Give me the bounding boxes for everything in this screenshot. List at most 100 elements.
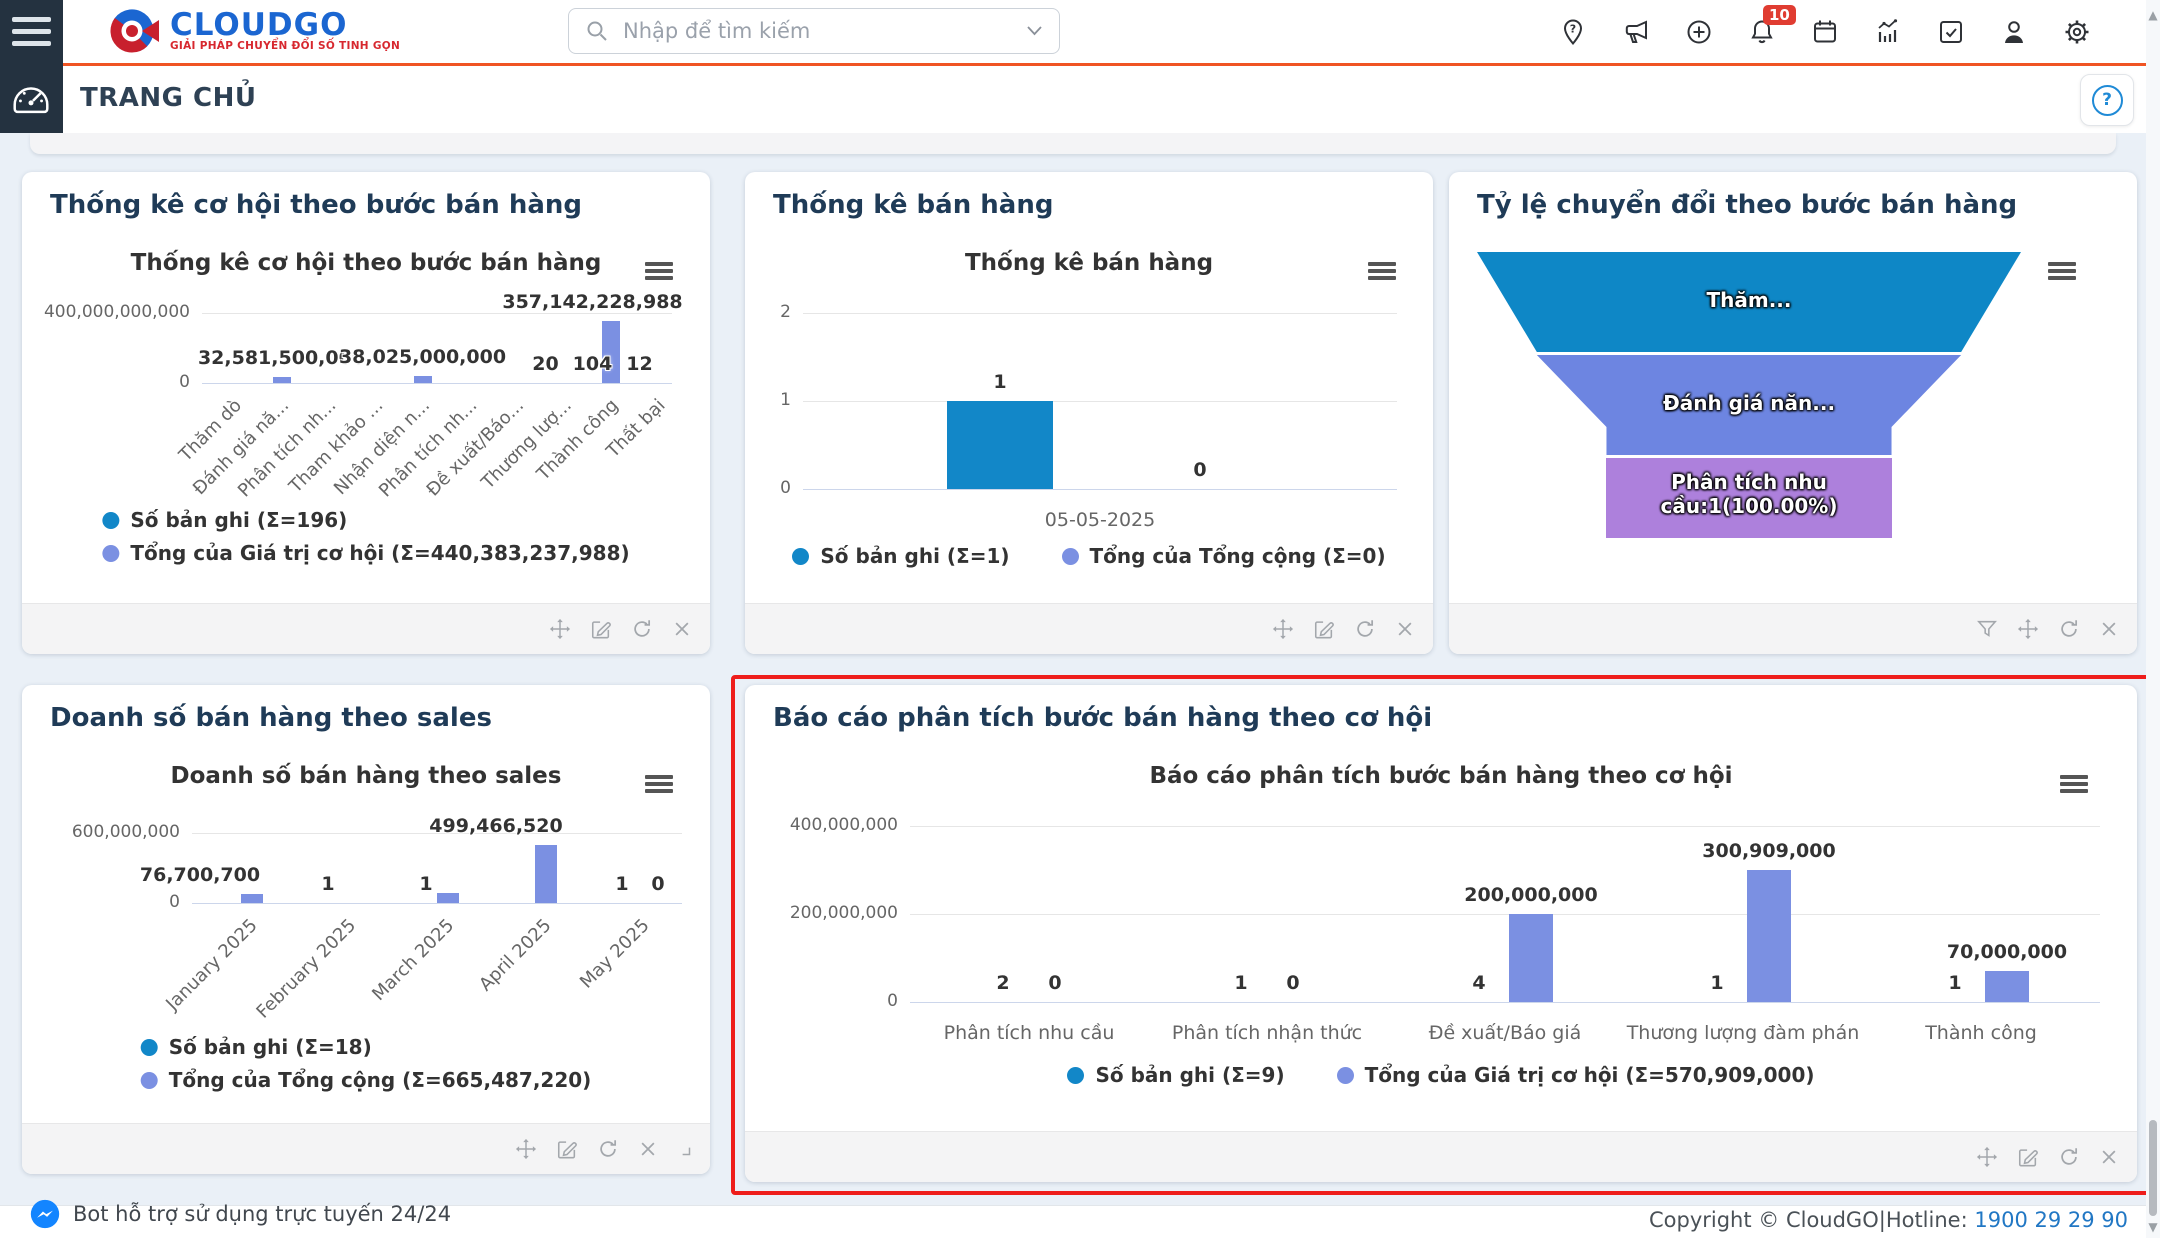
scroll-down-icon[interactable]: ▼	[2148, 1220, 2158, 1234]
refresh-icon[interactable]	[597, 1138, 619, 1160]
legend-label: Tổng của Tổng cộng (Σ=0)	[1089, 544, 1386, 568]
dashboard-gauge-icon[interactable]	[8, 74, 54, 128]
x-axis-label: Đề xuất/Báo giá	[1428, 1022, 1582, 1044]
x-axis-label: Phân tích nhu cầu	[943, 1022, 1115, 1044]
data-label: 1	[1710, 972, 1724, 994]
edit-icon[interactable]	[556, 1138, 578, 1160]
vertical-scrollbar[interactable]: ▲ ▼	[2146, 0, 2160, 1238]
bar	[601, 320, 620, 383]
refresh-icon[interactable]	[2058, 1146, 2080, 1168]
gear-icon[interactable]	[2062, 17, 2092, 47]
widget-title: Tỷ lệ chuyển đổi theo bước bán hàng	[1477, 190, 2018, 220]
scrolled-card-remnant	[30, 133, 2116, 154]
data-label: 0	[1048, 972, 1062, 994]
chevron-down-icon[interactable]	[1026, 25, 1043, 37]
close-icon[interactable]	[2099, 619, 2119, 639]
chart-context-menu-icon[interactable]	[1365, 256, 1399, 286]
gridline	[803, 313, 1397, 314]
analytics-icon[interactable]	[1873, 17, 1903, 47]
resize-icon[interactable]	[677, 1142, 692, 1157]
scrollbar-thumb[interactable]	[2149, 1120, 2157, 1216]
x-axis-line	[192, 903, 682, 904]
chart-context-menu-icon[interactable]	[2045, 256, 2079, 286]
close-icon[interactable]	[638, 1139, 658, 1159]
legend-item[interactable]: Số bản ghi (Σ=196)	[102, 508, 347, 532]
legend-item[interactable]: Số bản ghi (Σ=1)	[792, 544, 1010, 568]
user-icon[interactable]	[1999, 17, 2029, 47]
edit-icon[interactable]	[2017, 1146, 2039, 1168]
move-icon[interactable]	[1272, 618, 1294, 640]
top-bar: CLOUDGO GIẢI PHÁP CHUYỂN ĐỔI SỐ TINH GỌN…	[63, 0, 2160, 66]
status-bar: Bot hỗ trợ sử dụng trực tuyến 24/24 Copy…	[0, 1199, 2160, 1239]
chart-context-menu-icon[interactable]	[642, 769, 676, 799]
location-pin-icon[interactable]: ?	[1558, 17, 1588, 47]
data-label: 1	[993, 371, 1007, 393]
widget-title: Thống kê bán hàng	[773, 190, 1054, 220]
edit-icon[interactable]	[1313, 618, 1335, 640]
funnel-segment-label: Đánh giá năn...	[1662, 391, 1836, 415]
bar	[413, 376, 432, 383]
check-square-icon[interactable]	[1936, 17, 1966, 47]
chart-context-menu-icon[interactable]	[2057, 769, 2091, 799]
bar	[437, 892, 459, 903]
data-label: 1	[419, 873, 433, 895]
menu-hamburger-icon[interactable]	[12, 17, 51, 53]
page-title: TRANG CHỦ	[80, 83, 257, 113]
plus-circle-icon[interactable]	[1684, 17, 1714, 47]
help-button[interactable]: ?	[2080, 74, 2134, 126]
legend-label: Số bản ghi (Σ=18)	[168, 1035, 372, 1059]
legend-dot-icon	[140, 1071, 158, 1089]
x-axis-label: Phân tích nhận thức	[1171, 1022, 1363, 1044]
legend-item[interactable]: Tổng của Tổng cộng (Σ=0)	[1061, 544, 1386, 568]
global-search[interactable]	[568, 8, 1060, 54]
data-label: 2	[996, 972, 1010, 994]
bell-icon[interactable]: 10	[1747, 4, 1796, 47]
close-icon[interactable]	[672, 619, 692, 639]
y-axis-tick-label: 400,000,000	[789, 815, 898, 835]
data-label: 300,909,000	[1702, 839, 1836, 862]
x-axis-line	[202, 383, 672, 384]
bar	[1747, 869, 1791, 1002]
legend-item[interactable]: Tổng của Giá trị cơ hội (Σ=570,909,000)	[1336, 1063, 1815, 1087]
close-icon[interactable]	[1395, 619, 1415, 639]
move-icon[interactable]	[2017, 618, 2039, 640]
x-axis-label: May 2025	[576, 915, 654, 993]
edit-icon[interactable]	[590, 618, 612, 640]
legend-label: Số bản ghi (Σ=196)	[130, 508, 348, 532]
refresh-icon[interactable]	[2058, 618, 2080, 640]
legend-label: Số bản ghi (Σ=1)	[820, 544, 1010, 568]
legend-dot-icon	[792, 547, 810, 565]
move-icon[interactable]	[1976, 1146, 1998, 1168]
gridline	[910, 914, 2100, 915]
legend-item[interactable]: Số bản ghi (Σ=18)	[140, 1035, 372, 1059]
y-axis-tick-label: 0	[887, 991, 898, 1011]
data-label: 4	[1472, 972, 1486, 994]
filter-icon[interactable]	[1976, 618, 1998, 640]
legend-item[interactable]: Số bản ghi (Σ=9)	[1067, 1063, 1285, 1087]
search-input[interactable]	[621, 18, 1014, 44]
megaphone-icon[interactable]	[1621, 17, 1651, 47]
hotline-link[interactable]: 1900 29 29 90	[1974, 1208, 2128, 1232]
x-axis-label: February 2025	[252, 915, 360, 1023]
chart-title: Doanh số bán hàng theo sales	[170, 763, 562, 789]
legend-item[interactable]: Tổng của Giá trị cơ hội (Σ=440,383,237,9…	[102, 541, 630, 565]
chart-context-menu-icon[interactable]	[642, 256, 676, 286]
close-icon[interactable]	[2099, 1147, 2119, 1167]
funnel-segment-label: Thăm...	[1706, 288, 1792, 312]
move-icon[interactable]	[515, 1138, 537, 1160]
data-label: 0	[1193, 459, 1207, 481]
funnel-segment-label: Phân tích nhu cầu:1(100.00%)	[1660, 470, 1838, 518]
refresh-icon[interactable]	[1354, 618, 1376, 640]
gridline	[192, 833, 682, 834]
widget-footer	[745, 1131, 2137, 1182]
bar	[535, 844, 557, 903]
legend-item[interactable]: Tổng của Tổng cộng (Σ=665,487,220)	[140, 1068, 592, 1092]
refresh-icon[interactable]	[631, 618, 653, 640]
cloudgo-logo[interactable]: CLOUDGO GIẢI PHÁP CHUYỂN ĐỔI SỐ TINH GỌN	[108, 5, 400, 57]
scroll-up-icon[interactable]: ▲	[2148, 8, 2158, 22]
data-label: 20	[532, 353, 559, 375]
move-icon[interactable]	[549, 618, 571, 640]
support-bot-link[interactable]: Bot hỗ trợ sử dụng trực tuyến 24/24	[30, 1199, 451, 1229]
legend-label: Tổng của Tổng cộng (Σ=665,487,220)	[168, 1068, 592, 1092]
calendar-icon[interactable]	[1810, 17, 1840, 47]
